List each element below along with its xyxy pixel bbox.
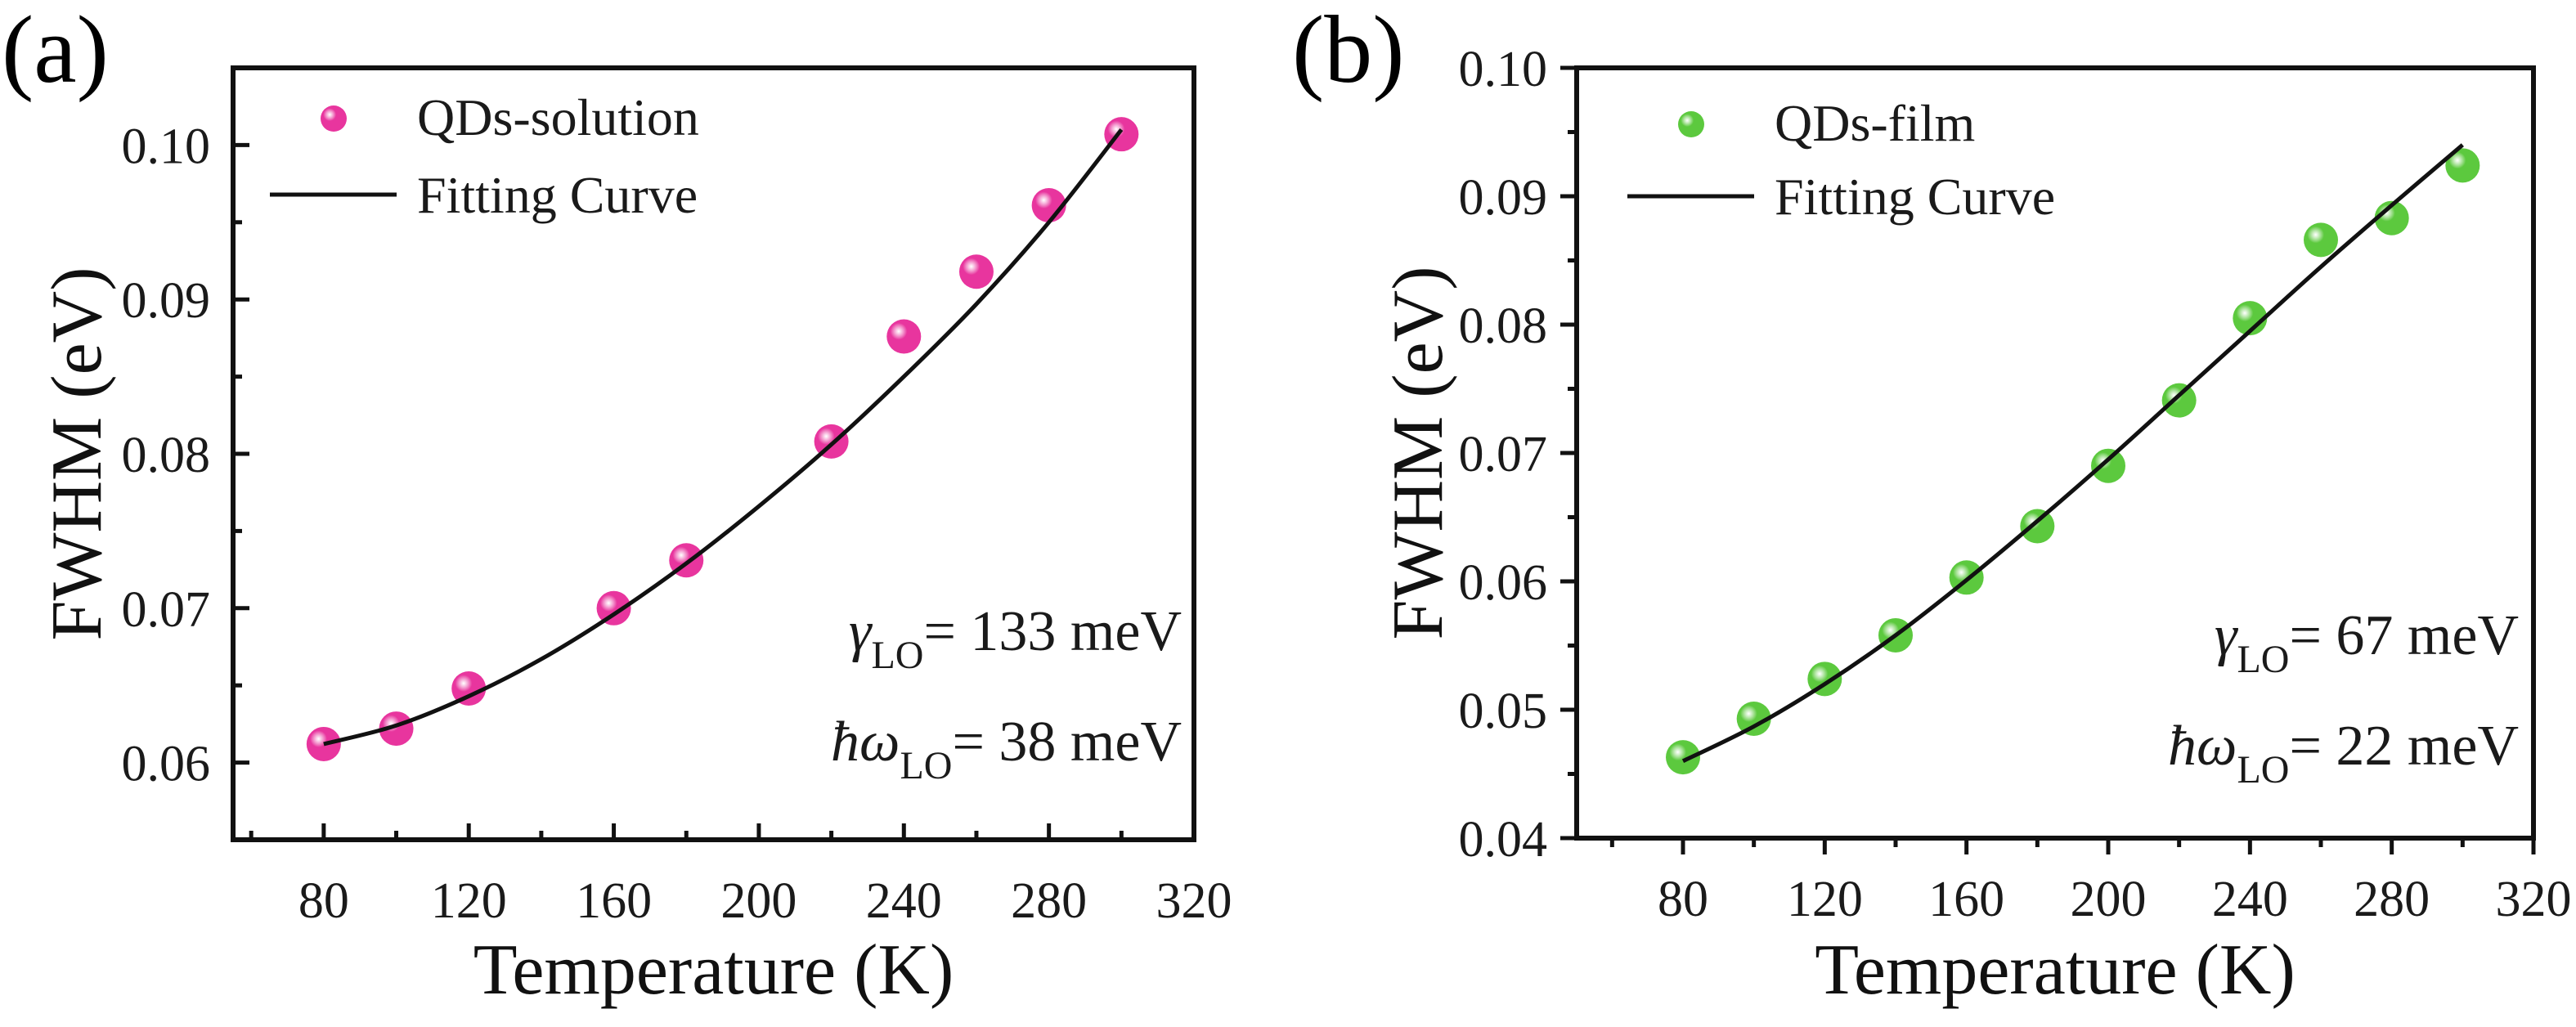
- y-tick-label: 0.06: [122, 737, 211, 792]
- data-point: [2374, 200, 2409, 235]
- y-tick-label: 0.10: [122, 119, 211, 174]
- chart-b: (b) 80 120 160 200 240 280 320 0.04 0.05 0.06 0.07 0…: [1292, 0, 2572, 1010]
- data-point: [2020, 509, 2055, 544]
- y-tick-label: 0.09: [122, 273, 211, 329]
- x-tick-label: 160: [1928, 872, 2004, 927]
- x-tick-label: 320: [2496, 872, 2572, 927]
- panel-b: (b) 80 120 160 200 240 280 320 0.04 0.05 0.06 0.07 0…: [1288, 0, 2576, 1027]
- x-axis-title: Temperature (K): [473, 931, 954, 1010]
- y-tick-label: 0.08: [122, 428, 211, 483]
- panel-a: (a) 80 120 160 200 240 280 320 0.06 0.07 0.08 0.09 0…: [2, 0, 1232, 1010]
- legend-label-markers: QDs-solution: [417, 88, 699, 146]
- annotation-subscript: LO: [900, 744, 952, 787]
- y-tick-label: 0.10: [1459, 42, 1548, 97]
- annotation-subscript: LO: [2237, 748, 2289, 792]
- y-tick-label: 0.07: [122, 582, 211, 638]
- x-tick-label: 280: [1011, 873, 1087, 929]
- x-tick-label: 200: [720, 873, 797, 929]
- fit-parameter-annotation: ħωLO= 22 meV: [2168, 715, 2519, 792]
- annotation-subscript: LO: [2237, 638, 2289, 681]
- data-point: [2445, 148, 2480, 183]
- x-tick-label: 200: [2071, 872, 2147, 927]
- x-tick-label: 120: [1787, 872, 1863, 927]
- data-point: [451, 670, 487, 706]
- x-tick-label: 240: [866, 873, 942, 929]
- annotation-subscript: LO: [871, 634, 923, 677]
- panel-label: (a): [2, 0, 109, 103]
- data-point: [2304, 222, 2338, 258]
- annotation-symbol: ħω: [831, 711, 900, 774]
- data-point: [1736, 701, 1771, 736]
- data-point: [958, 254, 994, 289]
- panel-label: (b): [1292, 0, 1405, 103]
- data-point: [886, 319, 922, 354]
- legend-label-markers: QDs-film: [1775, 94, 1975, 152]
- x-tick-label: 160: [576, 873, 652, 929]
- x-tick-label: 320: [1156, 873, 1232, 929]
- x-tick-label: 80: [298, 873, 349, 929]
- annotation-value: = 22 meV: [2289, 715, 2519, 778]
- data-point: [2233, 301, 2268, 336]
- x-tick-label: 120: [431, 873, 507, 929]
- data-point: [1666, 740, 1700, 775]
- annotation-value: = 38 meV: [952, 711, 1182, 774]
- data-point: [2091, 448, 2125, 483]
- x-tick-label: 240: [2212, 872, 2288, 927]
- y-tick-label: 0.04: [1459, 812, 1548, 868]
- y-axis-title: FWHM (eV): [38, 267, 117, 640]
- x-tick-label: 280: [2354, 872, 2430, 927]
- fitting-curve: [323, 128, 1124, 747]
- y-tick-label: 0.08: [1459, 298, 1548, 354]
- fit-parameter-annotation: γLO= 67 meV: [2215, 604, 2519, 681]
- y-tick-label: 0.06: [1459, 555, 1548, 611]
- fitting-curve: [1681, 143, 2464, 764]
- y-axis-title: FWHM (eV): [1379, 266, 1458, 639]
- x-tick-label: 80: [1658, 872, 1708, 927]
- annotation-symbol: γ: [849, 600, 873, 663]
- chart-a: (a) 80 120 160 200 240 280 320 0.06 0.07 0.08 0.09 0…: [2, 0, 1232, 1010]
- annotation-value: = 133 meV: [923, 600, 1182, 663]
- y-tick-label: 0.07: [1459, 427, 1548, 482]
- annotation-value: = 67 meV: [2289, 604, 2519, 667]
- y-tick-label: 0.05: [1459, 684, 1548, 739]
- legend-label-line: Fitting Curve: [417, 166, 698, 224]
- fit-parameter-annotation: ħωLO= 38 meV: [831, 711, 1182, 787]
- data-point: [379, 711, 414, 747]
- legend-marker-icon: [321, 105, 347, 132]
- x-axis-title: Temperature (K): [1815, 931, 2296, 1010]
- legend-label-line: Fitting Curve: [1775, 168, 2055, 226]
- legend-marker-icon: [1678, 111, 1704, 137]
- annotation-symbol: γ: [2215, 604, 2239, 667]
- annotation-symbol: ħω: [2168, 715, 2237, 778]
- data-point: [2161, 383, 2197, 418]
- y-tick-label: 0.09: [1459, 170, 1548, 226]
- fit-parameter-annotation: γLO= 133 meV: [849, 600, 1182, 677]
- data-point: [596, 590, 631, 626]
